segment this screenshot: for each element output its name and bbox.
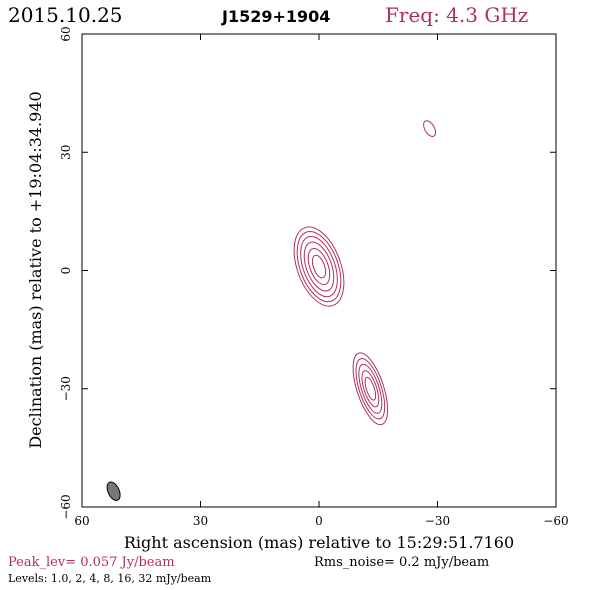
contour-levels: Levels: 1.0, 2, 4, 8, 16, 32 mJy/beam xyxy=(8,572,212,585)
axis-ticks: 60 30 0 −30 −60 −60 −30 0 30 60 xyxy=(59,26,569,528)
contour-layer xyxy=(106,120,437,501)
y-tick-label: −30 xyxy=(59,376,73,401)
x-tick-label: 30 xyxy=(193,514,208,528)
source-name: J1529+1904 xyxy=(221,7,330,26)
contour-line xyxy=(303,241,335,292)
y-tick-label: −60 xyxy=(59,494,73,519)
contour-line xyxy=(311,254,327,279)
observation-date: 2015.10.25 xyxy=(8,3,123,27)
y-axis-label: Declination (mas) relative to +19:04:34.… xyxy=(26,91,45,448)
x-tick-label: −60 xyxy=(543,514,568,528)
contour-line xyxy=(293,226,345,307)
contour-line xyxy=(307,248,331,286)
y-tick-label: 30 xyxy=(59,145,73,160)
contour-line xyxy=(358,363,383,414)
contour-line xyxy=(352,352,389,426)
x-tick-label: 0 xyxy=(315,514,323,528)
contour-line xyxy=(296,231,342,303)
y-tick-label: 0 xyxy=(59,267,73,275)
x-axis-label: Right ascension (mas) relative to 15:29:… xyxy=(124,533,514,552)
contour-line xyxy=(300,235,338,298)
frequency-label: Freq: 4.3 GHz xyxy=(385,3,528,27)
plot-frame xyxy=(81,33,557,508)
x-tick-label: 60 xyxy=(74,514,89,528)
rms-noise: Rms_noise= 0.2 mJy/beam xyxy=(314,555,489,570)
y-tick-label: 60 xyxy=(59,26,73,41)
contour-line xyxy=(364,376,377,401)
x-tick-label: −30 xyxy=(425,514,450,528)
peak-level: Peak_lev= 0.057 Jy/beam xyxy=(8,555,175,570)
contour-line xyxy=(355,358,386,420)
beam-ellipse xyxy=(106,481,121,501)
contour-line xyxy=(423,120,437,137)
contour-line xyxy=(361,370,380,408)
